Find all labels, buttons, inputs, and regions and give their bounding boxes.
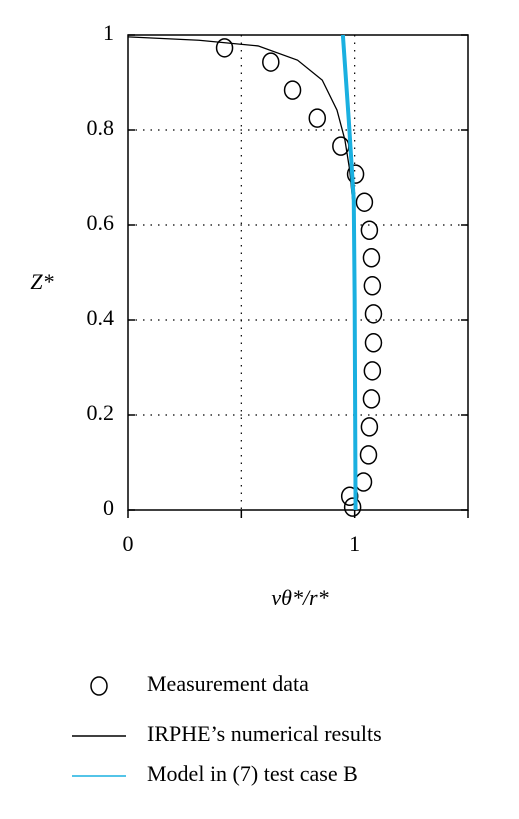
data-point [262, 52, 280, 72]
data-point [363, 276, 382, 296]
y-tick-label: 0.8 [87, 115, 115, 140]
data-point [283, 80, 302, 100]
data-point [354, 472, 373, 492]
x-tick-label: 0 [123, 531, 134, 556]
data-line [340, 34, 358, 511]
y-tick-label: 0.6 [87, 210, 115, 235]
data-point [359, 445, 378, 465]
data-point [343, 497, 362, 517]
y-tick-label: 0.4 [87, 305, 115, 330]
data-point [346, 164, 365, 184]
data-point [364, 333, 383, 353]
legend-marker [90, 676, 108, 696]
data-point [355, 192, 374, 212]
x-tick-label: 1 [349, 531, 360, 556]
data-point [362, 248, 381, 268]
data-point [362, 389, 381, 409]
x-axis-label: vθ*/r* [271, 585, 328, 610]
y-axis-label: Z* [30, 269, 53, 294]
data-point [363, 361, 382, 381]
legend-label: Measurement data [147, 671, 309, 696]
legend-label: Model in (7) test case B [147, 761, 358, 786]
data-point [215, 38, 234, 58]
data-point [340, 486, 359, 506]
y-tick-label: 0 [103, 495, 114, 520]
data-point [364, 304, 383, 324]
y-tick-label: 1 [103, 20, 114, 45]
data-line [127, 36, 356, 510]
data-point [360, 417, 379, 437]
data-point [308, 108, 327, 128]
y-tick-label: 0.2 [87, 400, 115, 425]
data-point [360, 220, 379, 240]
plot-frame [127, 34, 469, 511]
legend-label: IRPHE’s numerical results [147, 721, 382, 746]
